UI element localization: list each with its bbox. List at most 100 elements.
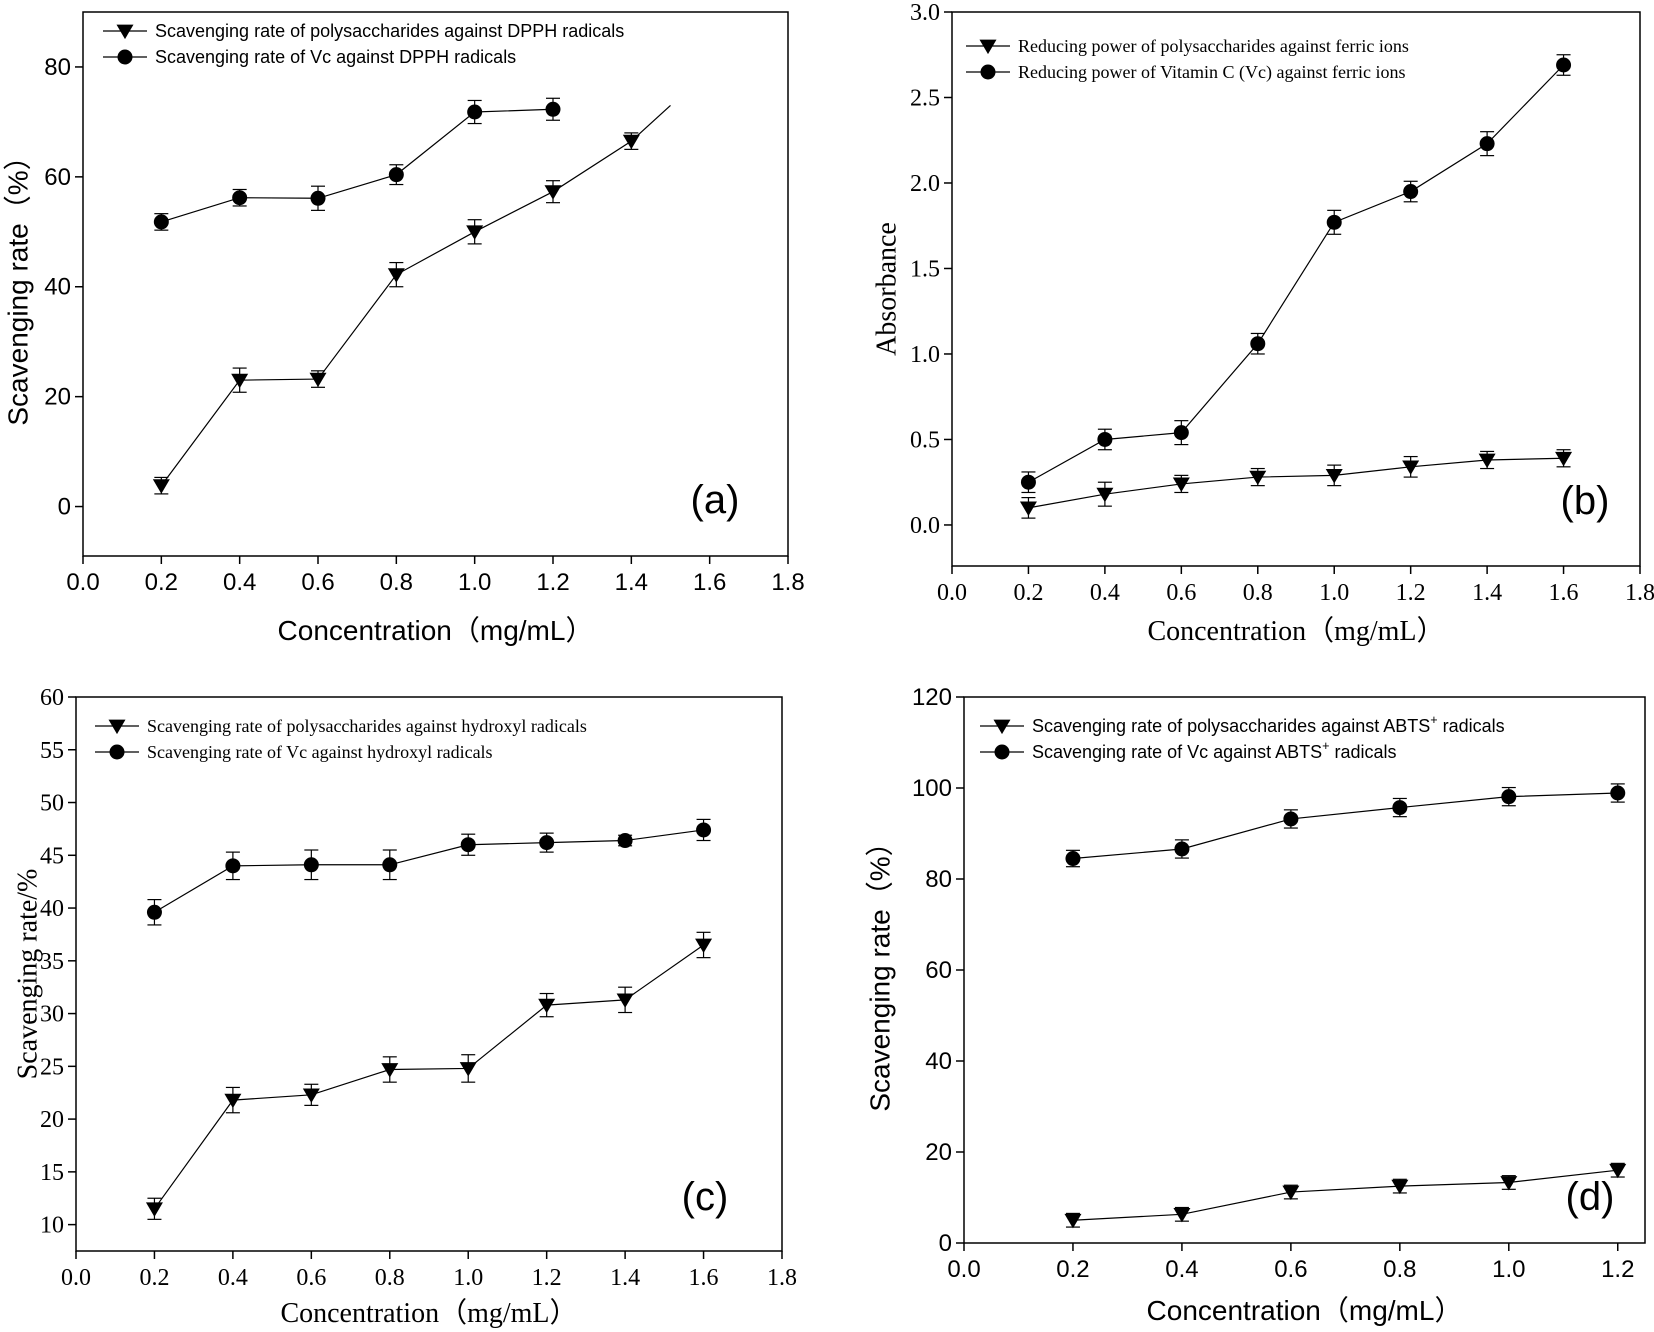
x-tick-label: 1.6 [693,569,726,596]
legend-marker [980,64,996,80]
y-tick-label: 55 [40,738,64,764]
legend-label: Scavenging rate of polysaccharides again… [147,716,587,736]
data-point [696,822,712,838]
data-point [225,858,241,874]
legend-label: Scavenging rate of Vc against hydroxyl r… [147,742,493,762]
legend-entry: Scavenging rate of polysaccharides again… [95,716,587,736]
x-tick-label: 1.8 [767,1265,797,1291]
y-tick-label: 20 [40,1107,64,1133]
x-axis-label: Concentration（mg/mL） [280,1297,577,1329]
series-line [153,944,704,1210]
y-tick-label: 20 [925,1139,952,1166]
y-tick-label: 20 [44,384,71,411]
plot-frame [963,696,1646,1244]
legend-entry: Scavenging rate of Vc against DPPH radic… [103,47,516,67]
legend-label: Scavenging rate of polysaccharides again… [1032,713,1505,736]
legend-entry: Scavenging rate of Vc against ABTS+ radi… [980,739,1397,762]
legend-label: Reducing power of Vitamin C (Vc) against… [1018,62,1405,83]
x-tick-label: 1.2 [532,1265,562,1291]
y-tick-label: 30 [40,1002,64,1028]
series-line [1072,792,1618,860]
x-tick-label: 1.8 [771,569,804,596]
data-point [309,372,327,388]
series-polysaccharides [1019,449,1573,519]
data-point [622,134,640,150]
data-point [303,857,319,873]
data-point [310,190,326,206]
legend-entry: Scavenging rate of polysaccharides again… [980,713,1505,736]
x-tick-label: 1.2 [1601,1256,1634,1283]
y-tick-label: 60 [40,685,64,711]
x-tick-label: 0.6 [1166,580,1196,606]
data-point [1325,469,1343,484]
x-tick-label: 0.0 [937,580,967,606]
data-point [1500,1176,1518,1191]
series-line [154,829,704,913]
chart-panel-a: 0.0 0.2 0.4 0.6 0.8 1.0 1.2 1.4 1.6 1.8 0 20 40 60 80 C… [3,11,805,646]
y-tick-label: 2.0 [910,171,940,197]
series-line [161,108,554,223]
y-tick-label: 35 [40,949,64,975]
legend-marker [116,24,134,40]
x-tick-label: 1.0 [1319,580,1349,606]
x-tick-label: 0.0 [947,1256,980,1283]
y-tick-label: 80 [44,54,71,81]
x-tick-label: 0.8 [1243,580,1273,606]
data-point [695,938,713,954]
data-point [617,833,633,849]
legend-label: Reducing power of polysaccharides agains… [1018,36,1409,56]
y-tick-label: 0 [939,1230,952,1257]
data-point [1501,789,1517,805]
panel-label: (c) [682,1175,729,1219]
x-tick-label: 0.4 [223,569,256,596]
x-tick-label: 1.8 [1625,580,1654,606]
x-tick-label: 1.4 [1472,580,1502,606]
x-tick-label: 0.8 [380,569,413,596]
legend-entry: Reducing power of polysaccharides agains… [966,36,1409,56]
data-point [616,993,634,1008]
x-tick-label: 0.2 [1013,580,1043,606]
x-tick-label: 0.4 [218,1265,248,1291]
data-point [302,1088,320,1103]
data-point [382,857,398,873]
y-tick-label: 25 [40,1054,64,1080]
data-point [1478,453,1496,469]
data-point [539,835,555,851]
y-tick-label: 60 [44,164,71,191]
series-vc [1020,54,1572,494]
data-point [1172,477,1190,493]
y-tick-label: 0 [58,494,71,521]
plot-frame [82,11,789,557]
legend-marker [108,719,126,735]
plot-frame [951,11,1641,567]
y-tick-label: 3.0 [910,0,940,26]
data-point [1391,1179,1409,1195]
series-polysaccharides [1064,1162,1627,1229]
series-polysaccharides [145,931,713,1220]
legend-entry: Scavenging rate of Vc against hydroxyl r… [95,742,493,762]
x-tick-label: 0.0 [61,1265,91,1291]
series-line [1028,64,1564,483]
y-tick-label: 15 [40,1160,64,1186]
data-point [232,190,248,206]
y-axis-label: Absorbance [872,222,903,356]
y-tick-label: 40 [40,896,64,922]
y-tick-label: 0.5 [910,427,940,453]
legend-entry: Reducing power of Vitamin C (Vc) against… [966,62,1405,83]
x-axis-label: Concentration（mg/mL） [1147,615,1444,647]
series-line [160,104,671,487]
y-tick-label: 45 [40,843,64,869]
data-point [538,998,556,1014]
data-point [146,904,162,920]
chart-panel-d: 0.0 0.2 0.4 0.6 0.8 1.0 1.2 0 20 40 60 80 100 120 Conc… [865,684,1646,1326]
series-vc [153,97,561,231]
chart-panel-b: 0.0 0.2 0.4 0.6 0.8 1.0 1.2 1.4 1.6 1.8 0.0 0.5 1.0 1… [872,0,1654,647]
plot-frame [75,696,783,1252]
y-tick-label: 10 [40,1213,64,1239]
x-tick-label: 0.2 [139,1265,169,1291]
data-point [145,1202,163,1217]
legend-label: Scavenging rate of Vc against DPPH radic… [155,47,516,67]
data-point [388,167,404,183]
x-tick-label: 1.0 [453,1265,483,1291]
